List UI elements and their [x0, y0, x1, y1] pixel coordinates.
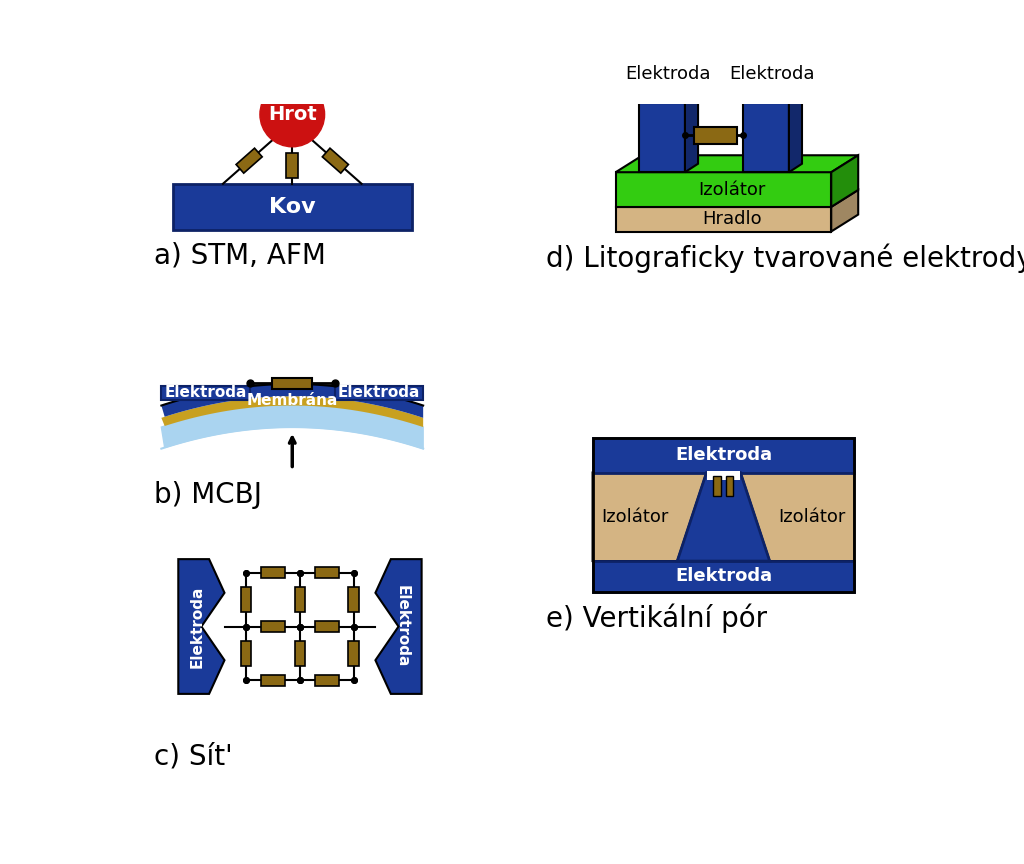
Polygon shape — [639, 103, 685, 172]
Polygon shape — [615, 190, 858, 206]
Text: c) Sít': c) Sít' — [154, 742, 232, 770]
Bar — [314, 568, 339, 578]
Bar — [593, 438, 854, 592]
Bar — [593, 561, 854, 592]
Polygon shape — [740, 473, 854, 561]
Polygon shape — [323, 149, 348, 173]
Bar — [241, 588, 252, 612]
Text: Elektroda: Elektroda — [675, 568, 772, 586]
Text: Elektroda: Elektroda — [675, 446, 772, 464]
Bar — [348, 641, 359, 666]
Polygon shape — [615, 206, 831, 232]
PathPatch shape — [162, 405, 423, 448]
Polygon shape — [742, 103, 788, 172]
Text: Elektroda: Elektroda — [165, 385, 247, 400]
Polygon shape — [615, 156, 858, 172]
Polygon shape — [685, 94, 698, 172]
PathPatch shape — [376, 559, 422, 694]
PathPatch shape — [162, 384, 423, 418]
Bar — [295, 588, 305, 612]
Text: a) STM, AFM: a) STM, AFM — [154, 242, 326, 270]
Bar — [335, 385, 423, 399]
Text: Elektroda: Elektroda — [729, 65, 815, 83]
Text: e) Vertikální pór: e) Vertikální pór — [547, 603, 767, 633]
PathPatch shape — [162, 397, 423, 427]
Text: Izolátor: Izolátor — [698, 181, 766, 199]
Bar — [314, 675, 339, 686]
Text: Membrána: Membrána — [247, 393, 338, 409]
Bar — [714, 476, 721, 496]
Polygon shape — [237, 149, 262, 173]
Circle shape — [260, 82, 325, 147]
Polygon shape — [831, 156, 858, 206]
Bar — [348, 588, 359, 612]
Text: Elektroda: Elektroda — [190, 585, 205, 668]
Bar — [593, 438, 854, 473]
Text: Hrot: Hrot — [268, 105, 316, 124]
Text: b) MCBJ: b) MCBJ — [154, 481, 262, 509]
Bar — [694, 127, 736, 143]
Bar — [173, 184, 412, 230]
Text: Kov: Kov — [269, 197, 315, 217]
Text: Elektroda: Elektroda — [338, 385, 420, 400]
PathPatch shape — [178, 559, 224, 694]
Text: Izolátor: Izolátor — [778, 508, 846, 526]
Polygon shape — [287, 153, 298, 178]
Bar — [726, 476, 733, 496]
Bar — [707, 471, 740, 480]
Bar — [261, 675, 286, 686]
Bar — [261, 568, 286, 578]
Bar — [261, 621, 286, 632]
Bar — [272, 378, 312, 389]
Text: Elektroda: Elektroda — [626, 65, 711, 83]
Polygon shape — [615, 172, 831, 206]
Polygon shape — [831, 190, 858, 232]
Polygon shape — [742, 94, 802, 103]
Bar — [241, 641, 252, 666]
Polygon shape — [677, 473, 770, 561]
Text: Izolátor: Izolátor — [601, 508, 669, 526]
Bar — [295, 641, 305, 666]
Polygon shape — [639, 94, 698, 103]
Text: d) Litograficky tvarované elektrody: d) Litograficky tvarované elektrody — [547, 243, 1024, 272]
Polygon shape — [788, 94, 802, 172]
Text: Elektroda: Elektroda — [395, 585, 410, 668]
Text: Hradlo: Hradlo — [702, 210, 762, 228]
Bar — [162, 385, 250, 399]
Bar — [314, 621, 339, 632]
Polygon shape — [593, 473, 707, 561]
